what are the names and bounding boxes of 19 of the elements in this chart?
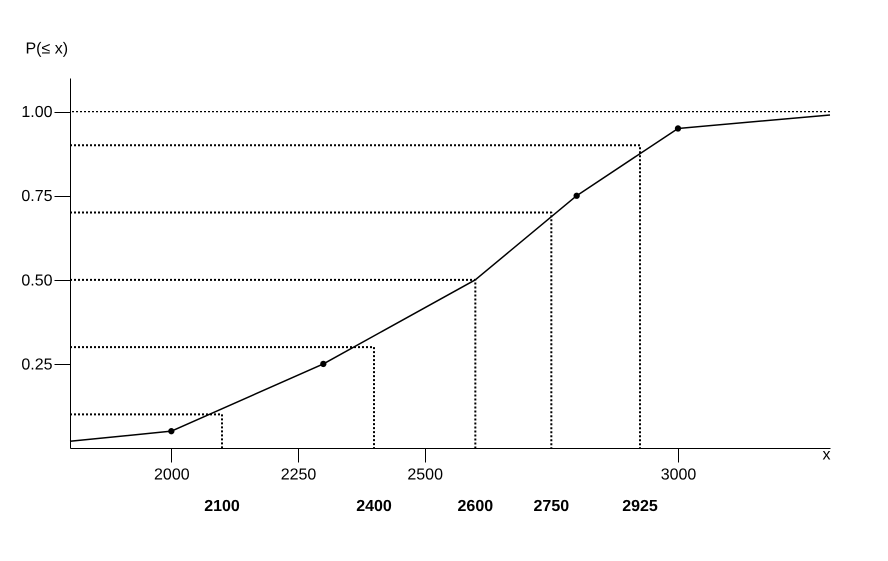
x-tick-label: 2000 <box>154 466 190 484</box>
text: 2100 <box>204 498 240 515</box>
text: 2600 <box>458 498 494 515</box>
text: 2925 <box>622 498 658 515</box>
x-tick-label: 3000 <box>660 466 696 484</box>
y-axis-title: P(≤ x) <box>26 40 68 58</box>
x-tick-label: 2500 <box>407 466 444 484</box>
y-tick-label: 0.25 <box>21 356 53 374</box>
x-axis-title: x <box>822 446 830 464</box>
point <box>168 428 174 434</box>
point <box>674 125 682 132</box>
text: 2400 <box>356 498 392 515</box>
point <box>574 192 580 199</box>
y-tick-label: 0.50 <box>21 272 53 290</box>
y-tick-label: 0.75 <box>21 188 53 206</box>
y-tick-label: 1.00 <box>21 104 53 122</box>
x-tick-label: 2250 <box>280 466 316 484</box>
point <box>320 360 326 368</box>
text: 2750 <box>534 498 570 515</box>
